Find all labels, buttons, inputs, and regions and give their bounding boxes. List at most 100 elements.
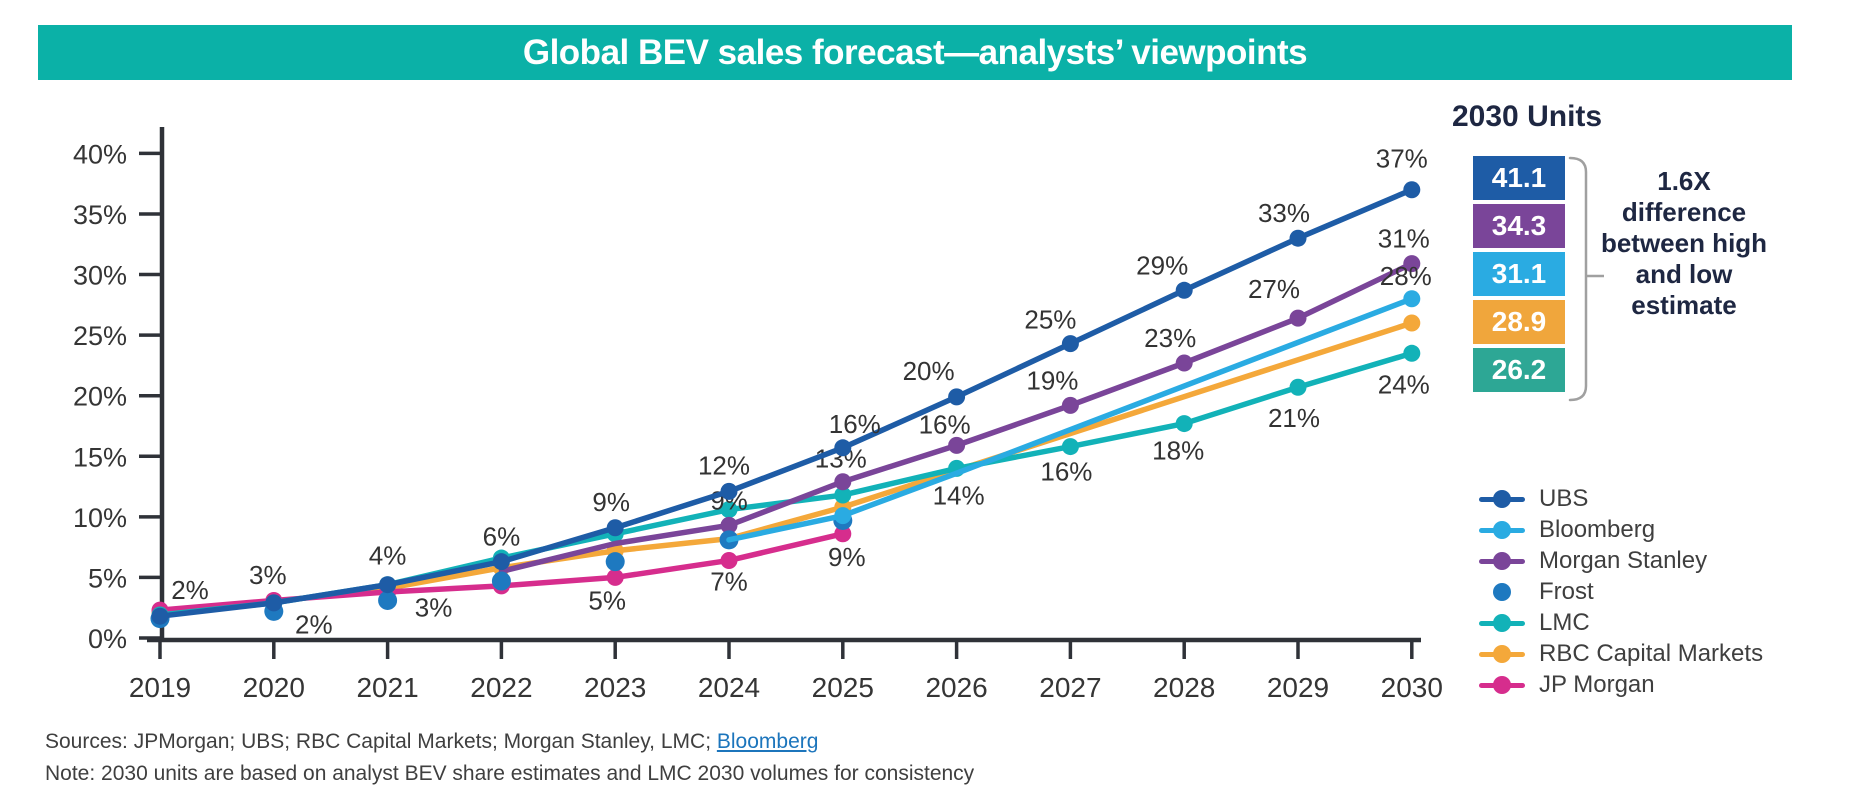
data-point xyxy=(720,501,738,519)
data-point xyxy=(491,571,511,591)
data-point xyxy=(834,486,852,504)
data-point-label: 23% xyxy=(1144,323,1196,353)
data-point-label: 24% xyxy=(1378,369,1430,399)
data-point xyxy=(720,482,738,500)
legend-dot xyxy=(1493,489,1511,508)
data-point xyxy=(948,388,966,406)
brace-path xyxy=(1568,156,1588,402)
legend-dot xyxy=(1493,613,1511,632)
data-point-label: 9% xyxy=(592,487,630,517)
legend-item-lmc: LMC xyxy=(1479,607,1763,638)
data-point-label: 16% xyxy=(919,409,971,439)
sources-line: Sources: JPMorgan; UBS; RBC Capital Mark… xyxy=(45,726,974,758)
data-point-label: 2% xyxy=(171,575,209,605)
data-point xyxy=(720,551,738,569)
data-point xyxy=(1289,378,1307,396)
difference-note: 1.6X difference between high and low est… xyxy=(1600,166,1768,320)
legend-dot xyxy=(1493,551,1511,570)
legend-label: Frost xyxy=(1539,577,1594,605)
data-point-label: 18% xyxy=(1152,436,1204,466)
data-point xyxy=(1403,314,1421,332)
y-tick-label: 20% xyxy=(73,382,127,412)
units-panel-title: 2030 Units xyxy=(1452,100,1603,133)
x-tick-label: 2025 xyxy=(812,672,874,703)
legend-dot xyxy=(1493,520,1511,539)
data-point-label: 16% xyxy=(829,409,881,439)
data-point xyxy=(1175,354,1193,372)
y-tick-label: 0% xyxy=(88,624,127,654)
line-dot-marker-icon xyxy=(1479,551,1525,570)
data-point xyxy=(834,439,852,457)
data-point xyxy=(265,594,283,612)
series-lmc: 14% 16% 18% 21% 24% xyxy=(151,344,1430,624)
data-point-label: 27% xyxy=(1248,274,1300,304)
data-point xyxy=(720,516,738,534)
data-point xyxy=(1289,309,1307,327)
x-tick-label: 2027 xyxy=(1039,672,1101,703)
data-point xyxy=(834,507,852,525)
legend-item-frost: Frost xyxy=(1479,576,1763,607)
x-tick-label: 2020 xyxy=(243,672,305,703)
data-point-label: 31% xyxy=(1378,224,1430,254)
units-box-value: 31.1 xyxy=(1491,258,1547,289)
data-point xyxy=(1403,181,1421,199)
legend-label: Morgan Stanley xyxy=(1539,546,1708,574)
sources-text: Sources: JPMorgan; UBS; RBC Capital Mark… xyxy=(45,730,717,753)
units-box: 34.3 xyxy=(1473,204,1565,248)
data-point-label: 21% xyxy=(1268,403,1320,433)
data-point-label: 16% xyxy=(1040,457,1092,487)
data-point-label: 20% xyxy=(903,356,955,386)
data-point xyxy=(1289,229,1307,247)
data-point-label: 29% xyxy=(1136,250,1188,280)
units-box: 26.2 xyxy=(1473,348,1565,392)
x-tick-label: 2028 xyxy=(1153,672,1215,703)
legend-label: Bloomberg xyxy=(1539,515,1656,543)
line-dot-marker-icon xyxy=(1479,644,1525,663)
data-point xyxy=(1061,335,1079,353)
data-point-label: 5% xyxy=(588,585,626,615)
data-point xyxy=(151,607,169,625)
data-point-label: 33% xyxy=(1258,198,1310,228)
data-point xyxy=(834,525,852,543)
x-tick-label: 2021 xyxy=(356,672,418,703)
series-line xyxy=(157,186,1415,619)
legend-item-bloomberg: Bloomberg xyxy=(1479,514,1763,545)
data-point xyxy=(1403,290,1421,308)
data-point xyxy=(1403,255,1421,273)
y-tick-label: 5% xyxy=(88,563,127,593)
line-dot-marker-icon xyxy=(1479,675,1525,694)
data-point-label: 28% xyxy=(1380,261,1432,291)
data-point xyxy=(378,590,398,610)
units-box-value: 34.3 xyxy=(1491,210,1547,241)
data-point xyxy=(492,553,510,571)
legend-label: UBS xyxy=(1539,484,1589,512)
legend-label: JP Morgan xyxy=(1539,670,1655,698)
data-point-label: 9% xyxy=(828,542,866,572)
chart-title: Global BEV sales forecast—analysts’ view… xyxy=(522,32,1308,72)
bloomberg-link[interactable]: Bloomberg xyxy=(716,730,819,753)
data-point xyxy=(606,519,624,537)
brace-bracket xyxy=(1568,156,1604,402)
data-point xyxy=(1175,281,1193,299)
x-tick-label: 2022 xyxy=(470,672,532,703)
x-tick-label: 2019 xyxy=(129,672,191,703)
x-tick-label: 2029 xyxy=(1267,672,1329,703)
legend-label: RBC Capital Markets xyxy=(1539,639,1764,667)
units-box-value: 28.9 xyxy=(1491,306,1547,337)
data-point-label: 12% xyxy=(698,450,750,480)
data-point xyxy=(1175,415,1193,433)
x-tick-label: 2030 xyxy=(1381,672,1443,703)
legend-dot xyxy=(1493,582,1511,601)
units-box: 41.1 xyxy=(1473,156,1565,200)
data-point xyxy=(379,576,397,594)
data-point-label: 3% xyxy=(249,560,287,590)
line-dot-marker-icon xyxy=(1479,613,1525,632)
units-box: 28.9 xyxy=(1473,300,1565,344)
data-point xyxy=(1061,438,1079,456)
y-tick-label: 15% xyxy=(73,442,127,472)
data-point-label: 7% xyxy=(710,566,748,596)
y-tick-label: 10% xyxy=(73,503,127,533)
legend-item-jp-morgan: JP Morgan xyxy=(1479,669,1763,700)
